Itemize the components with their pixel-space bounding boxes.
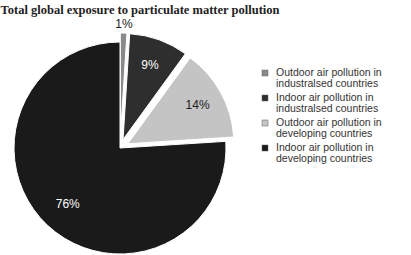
title: Total global exposure to particulate mat… bbox=[1, 3, 280, 17]
legend-swatch bbox=[262, 145, 268, 151]
legend-label: Indoor air pollution inindustralsed coun… bbox=[276, 91, 378, 114]
pie-slice bbox=[14, 42, 226, 254]
legend-label: Outdoor air pollution inindustralsed cou… bbox=[276, 66, 382, 89]
data-labels: 1% 9% 14% 76% bbox=[56, 17, 210, 211]
data-label: 76% bbox=[56, 197, 80, 211]
slices bbox=[14, 33, 234, 254]
legend: Outdoor air pollution inindustralsed cou… bbox=[262, 66, 382, 164]
data-label: 9% bbox=[141, 58, 159, 72]
legend-label: Indoor air pollution indeveloping countr… bbox=[276, 141, 374, 164]
pie-slice bbox=[128, 58, 234, 144]
legend-label: Outdoor air pollution indeveloping count… bbox=[276, 116, 382, 139]
data-label: 14% bbox=[186, 98, 210, 112]
legend-swatch bbox=[262, 95, 268, 101]
legend-swatch bbox=[262, 70, 268, 76]
data-label: 1% bbox=[115, 17, 133, 31]
legend-swatch bbox=[262, 120, 268, 126]
chart: Total global exposure to particulate mat… bbox=[0, 0, 411, 255]
